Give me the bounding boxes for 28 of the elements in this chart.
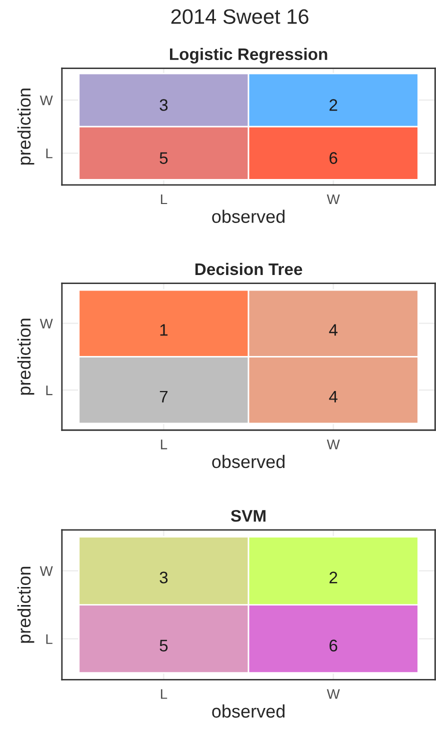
data-label: 4: [329, 324, 338, 336]
x-axis-title: observed: [212, 704, 284, 718]
chart-title: 2014 Sweet 16: [171, 9, 308, 24]
y-tick-label: W: [40, 566, 53, 576]
y-tick-label: L: [46, 386, 52, 396]
data-label: 3: [160, 572, 168, 584]
data-label: 6: [330, 152, 338, 164]
chart-title: Decision Tree: [195, 262, 302, 276]
y-axis-title: prediction: [17, 88, 34, 165]
data-label: 5: [160, 152, 168, 164]
data-label: 2: [330, 572, 338, 584]
data-label: 4: [329, 390, 338, 402]
chart-title: SVM: [230, 510, 266, 522]
chart-subtitle: Logistic Regression: [170, 48, 328, 64]
y-axis-title: prediction: [17, 566, 34, 643]
x-axis-title: observed: [212, 210, 284, 223]
data-label: 5: [160, 640, 168, 652]
data-label: 3: [160, 99, 168, 111]
data-label: 6: [330, 640, 338, 652]
y-tick-label: L: [46, 634, 52, 644]
y-tick-label: W: [40, 318, 53, 328]
data-label: 1: [160, 324, 168, 336]
y-tick-label: L: [46, 148, 52, 158]
data-label: 7: [160, 390, 168, 402]
x-axis-title: observed: [212, 454, 284, 468]
y-tick-label: W: [40, 96, 53, 106]
data-label: 2: [330, 99, 338, 111]
y-axis-title: prediction: [17, 318, 34, 395]
